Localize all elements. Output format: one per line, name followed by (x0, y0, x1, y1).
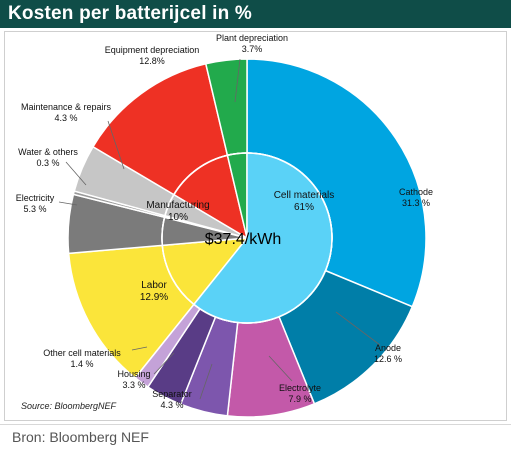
labels: Cell materials61%Manufacturing10%Labor12… (16, 33, 433, 410)
leader-line-plant-depreciation (234, 58, 241, 103)
outer-value-housing: 3.3 % (122, 380, 145, 390)
inner-label-labor: Labor (141, 280, 167, 291)
outer-label-water-and-others: Water & others (18, 147, 78, 157)
outer-label-separator: Separator (152, 389, 192, 399)
outer-value-maintenance-and-repairs: 4.3 % (54, 113, 77, 123)
source-note: Source: BloombergNEF (21, 401, 117, 411)
leader-line-electricity (58, 201, 78, 206)
inner-value-labor: 12.9% (140, 292, 168, 303)
inner-value-manufacturing: 10% (168, 212, 188, 223)
outer-label-maintenance-and-repairs: Maintenance & repairs (21, 102, 112, 112)
outer-value-anode: 12.6 % (374, 354, 402, 364)
outer-label-electrolyte: Electrolyte (279, 383, 321, 393)
header-bar: Kosten per batterijcel in % (0, 0, 511, 28)
leader-lines (58, 58, 381, 400)
leader-line-other-cell-materials (131, 346, 148, 351)
leader-line-housing (153, 352, 175, 375)
outer-value-cathode: 31.3 % (402, 198, 430, 208)
leader-line-electrolyte (268, 355, 293, 382)
outer-label-plant-depreciation: Plant depreciation (216, 33, 288, 43)
outer-label-other-cell-materials: Other cell materials (43, 348, 121, 358)
inner-value-cell-materials: 61% (294, 202, 314, 213)
inner-ring-outline (161, 152, 333, 324)
outer-value-water-and-others: 0.3 % (36, 158, 59, 168)
outer-label-electricity: Electricity (16, 193, 55, 203)
outer-label-anode: Anode (375, 343, 401, 353)
outer-value-plant-depreciation: 3.7% (242, 44, 263, 54)
outer-value-equipment-depreciation: 12.8% (139, 56, 165, 66)
outer-value-electricity: 5.3 % (23, 204, 46, 214)
outer-label-housing: Housing (117, 369, 150, 379)
outer-value-separator: 4.3 % (160, 400, 183, 410)
outer-label-equipment-depreciation: Equipment depreciation (105, 45, 200, 55)
leader-line-anode (335, 311, 381, 346)
divider (0, 424, 511, 425)
sunburst-chart: Cell materials61%Manufacturing10%Labor12… (16, 33, 433, 418)
outer-ring (67, 58, 427, 418)
inner-label-cell-materials: Cell materials (274, 190, 335, 201)
leader-line-separator (199, 363, 213, 400)
inner-ring (161, 152, 333, 324)
inner-label-manufacturing: Manufacturing (146, 200, 209, 211)
outer-value-other-cell-materials: 1.4 % (70, 359, 93, 369)
outer-value-electrolyte: 7.9 % (288, 394, 311, 404)
outer-label-cathode: Cathode (399, 187, 433, 197)
leader-line-water-and-others (65, 161, 87, 186)
center-label: $37.4/kWh (205, 231, 281, 248)
page-title: Kosten per batterijcel in % (8, 3, 253, 24)
footer-source: Bron: Bloomberg NEF (12, 429, 149, 445)
leader-line-maintenance-and-repairs (107, 120, 125, 170)
